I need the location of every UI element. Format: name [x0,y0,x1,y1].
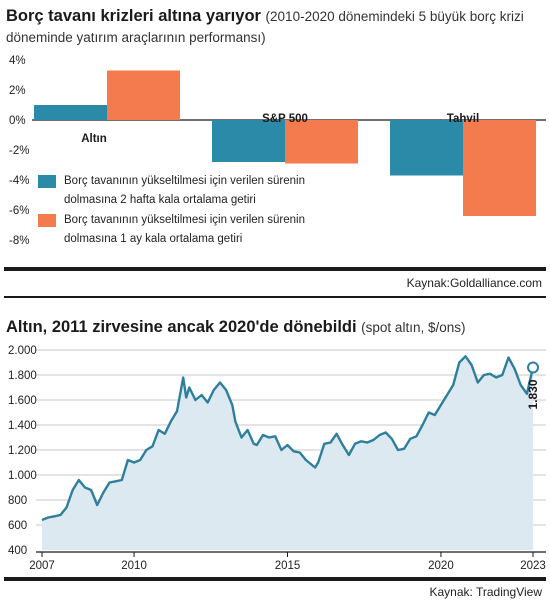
category-label: Altın [81,133,107,145]
legend-item-2-weeks: Borç tavanının yükseltilmesi için verile… [38,172,334,210]
y-tick-label: 800 [8,495,27,507]
top-chart-title-bold: Borç tavanı krizleri altına yarıyor [6,7,261,25]
section-divider [4,296,546,298]
top-chart-title-sub: (2010-2020 dönemindeki 5 büyük borç kriz… [6,9,524,45]
last-value-marker [527,361,539,374]
y-tick-label: 4% [9,55,26,67]
bar-legend: Borç tavanının yükseltilmesi için verile… [38,172,334,249]
bar-0-1 [107,70,180,120]
legend-swatch-teal [38,175,56,188]
top-divider [4,267,546,271]
y-tick-label: -6% [9,205,29,217]
price-area [42,356,533,550]
y-tick-label: 1.200 [8,445,37,457]
bar-chart: 4% 2% 0% -2% -4% -6% -8% Altın S&P 500 Tahvil [9,55,546,247]
bottom-chart-title-bold: Altın, 2011 zirvesine ancak 2020'de döne… [6,318,357,336]
bar-0-0 [34,105,107,120]
x-tick-label: 2007 [29,560,55,572]
bottom-divider [4,577,546,581]
bar-1-1 [285,120,358,164]
bottom-chart-title: Altın, 2011 zirvesine ancak 2020'de döne… [6,317,550,338]
legend-label-1-month: Borç tavanının yükseltilmesi için verile… [64,214,305,245]
bar-1-0 [212,120,285,162]
last-value-label: 1.830 [526,379,540,409]
y-tick-label: 2% [9,85,26,97]
category-label: S&P 500 [262,113,308,125]
legend-label-2-weeks: Borç tavanının yükseltilmesi için verile… [64,175,305,206]
legend-item-1-month: Borç tavanının yükseltilmesi için verile… [38,211,334,249]
price-line [41,355,535,522]
y-tick-label: 1.400 [8,420,37,432]
top-chart-title: Borç tavanı krizleri altına yarıyor (201… [6,6,546,48]
y-tick-label: -4% [9,175,29,187]
y-tick-label: 1.800 [8,370,37,382]
category-label: Tahvil [447,113,479,125]
x-tick-label: 2010 [121,560,147,572]
y-tick-label: 1.600 [8,395,37,407]
x-tick-label: 2020 [428,560,454,572]
y-tick-label: 400 [8,545,27,557]
y-tick-label: 600 [8,520,27,532]
x-tick-label: 2015 [275,560,301,572]
bottom-chart-title-sub: (spot altın, $/ons) [361,320,466,335]
bar-2-1 [463,120,536,216]
x-tick-label: 2023 [520,560,546,572]
y-tick-label: 0% [9,115,26,127]
bar-2-0 [390,120,463,176]
y-tick-label: 2.000 [8,345,37,357]
y-tick-label: 1.000 [8,470,37,482]
bottom-source: Kaynak: TradingView [429,585,542,599]
legend-swatch-orange [38,214,56,227]
y-tick-label: -2% [9,145,29,157]
y-tick-label: -8% [9,235,29,247]
top-source: Kaynak:Goldalliance.com [406,276,542,290]
